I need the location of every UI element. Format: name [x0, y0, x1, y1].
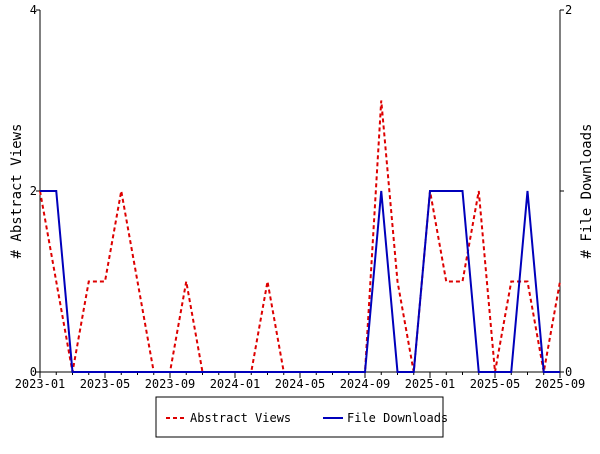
x-tick-label: 2023-09 — [145, 377, 196, 391]
y-axis-label-left: # Abstract Views — [9, 124, 25, 259]
y-tick-label-left: 4 — [30, 3, 37, 17]
x-tick-label: 2024-05 — [275, 377, 326, 391]
y-tick-label-right: 0 — [565, 365, 572, 379]
axes: 2023-01 2023-05 2023-09 2024-01 2024-05 2024-… — [15, 3, 586, 391]
y-tick-label-left: 0 — [30, 365, 37, 379]
x-tick-label: 2025-05 — [470, 377, 521, 391]
legend: Abstract Views File Downloads — [155, 396, 448, 438]
series-lines — [39, 100, 561, 373]
x-tick-label: 2025-09 — [535, 377, 586, 391]
y-tick-label-right: 2 — [565, 3, 572, 17]
series-line-abstract-views — [39, 100, 561, 373]
x-tick-label: 2023-05 — [80, 377, 131, 391]
x-tick-label: 2024-01 — [210, 377, 261, 391]
legend-label-abstract-views: Abstract Views — [190, 411, 291, 425]
legend-label-file-downloads: File Downloads — [347, 411, 448, 425]
x-tick-label: 2023-01 — [15, 377, 66, 391]
x-tick-label: 2025-01 — [405, 377, 456, 391]
y-axis-label-right: # File Downloads — [579, 124, 595, 259]
series-line-file-downloads — [40, 190, 560, 373]
y-tick-label-left: 2 — [30, 184, 37, 198]
x-tick-label: 2024-09 — [340, 377, 391, 391]
legend-box — [155, 396, 444, 438]
